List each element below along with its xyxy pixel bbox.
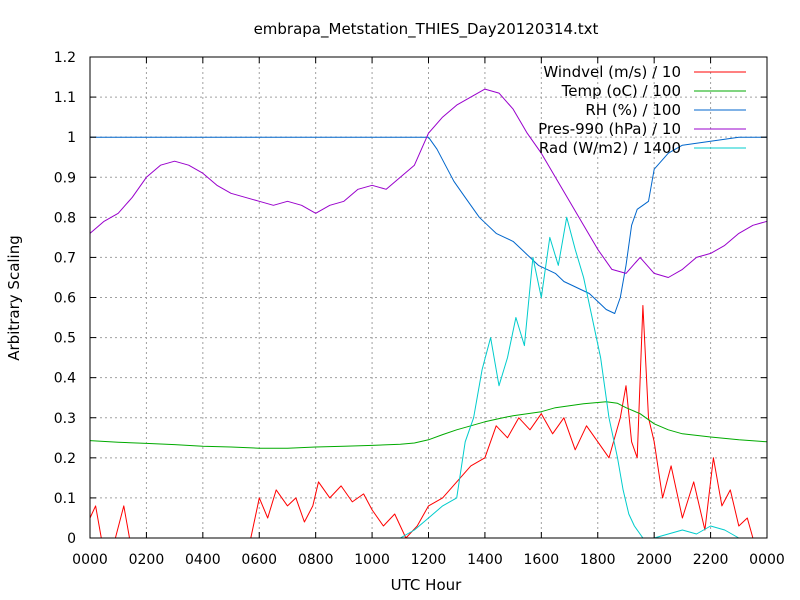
y-tick-label: 0.2 [54,451,76,467]
series-line-3 [90,136,767,314]
legend-label: Pres-990 (hPa) / 10 [538,120,681,138]
legend-label: RH (%) / 100 [585,101,681,119]
y-axis-title: Arbitrary Scaling [5,235,23,361]
series-line-5 [90,216,767,539]
x-tick-label: 1600 [524,552,560,568]
y-tick-label: 0.5 [54,331,76,347]
x-tick-label: 0000 [72,552,108,568]
legend-label: Rad (W/m2) / 1400 [539,139,681,157]
y-tick-label: 1 [67,130,76,146]
chart-title: embrapa_Metstation_THIES_Day20120314.txt [254,20,599,39]
x-tick-label: 0600 [241,552,277,568]
y-tick-label: 0.9 [54,170,76,186]
y-tick-label: 0.3 [54,411,76,427]
x-tick-label: 0800 [298,552,334,568]
y-tick-label: 0.4 [54,371,76,387]
tick-marks [89,56,768,539]
x-axis-title: UTC Hour [391,576,462,594]
y-tick-label: 0.1 [54,491,76,507]
x-tick-label: 2200 [693,552,729,568]
series-line-1 [89,305,754,539]
y-tick-label: 1.1 [54,90,76,106]
x-tick-label: 1200 [411,552,447,568]
x-tick-label: 0000 [749,552,785,568]
x-tick-label: 1800 [580,552,616,568]
y-tick-labels: 0 0.1 0.2 0.3 0.4 0.5 0.6 0.7 0.8 0.9 1 1.1 1.2 [54,50,76,547]
series-line-2 [89,401,768,449]
y-tick-label: 0.8 [54,210,76,226]
series-layer [89,88,768,539]
x-tick-label: 0400 [185,552,221,568]
y-tick-label: 1.2 [54,50,76,66]
x-tick-label: 1400 [467,552,503,568]
x-tick-label: 0200 [129,552,165,568]
y-tick-label: 0.6 [54,291,76,307]
x-tick-label: 2000 [636,552,672,568]
y-tick-label: 0.7 [54,250,76,266]
legend-label: Windvel (m/s) / 10 [543,63,681,81]
x-tick-label: 1000 [354,552,390,568]
y-tick-label: 0 [67,531,76,547]
x-tick-labels: 0000 0200 0400 0600 0800 1000 1200 1400 1600 1800… [72,552,785,568]
legend-label: Temp (oC) / 100 [561,82,681,100]
series-line-4 [89,88,768,278]
